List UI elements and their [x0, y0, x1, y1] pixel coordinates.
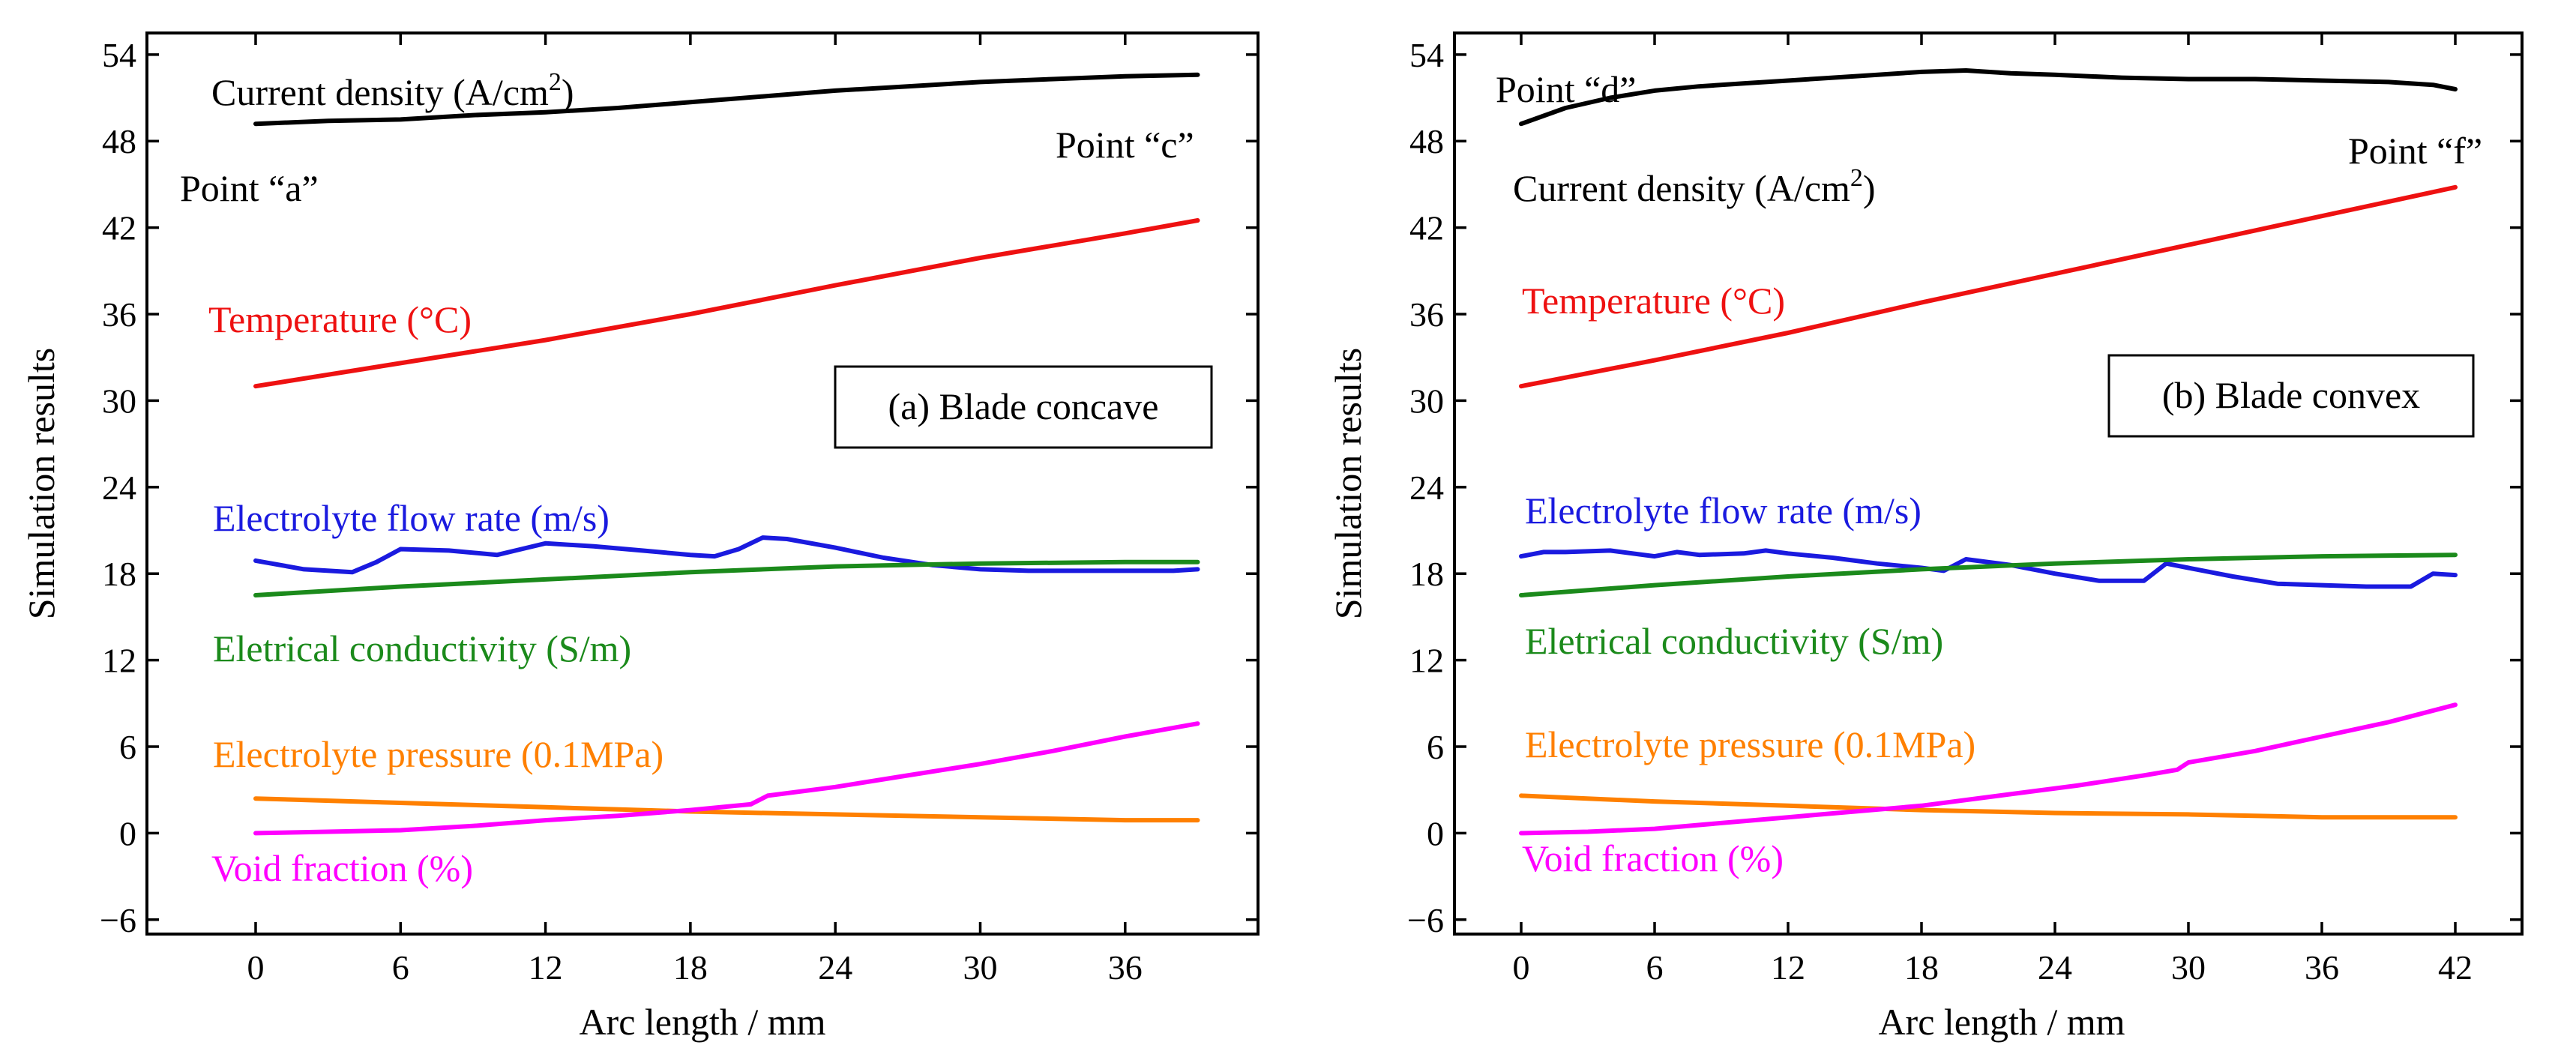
panel-b-flow-rate-label: Electrolyte flow rate (m/s) [1525, 490, 1922, 532]
panel-a-point-start-label: Point “a” [180, 167, 319, 209]
panel-a-y-axis-label: Simulation results [20, 348, 62, 620]
panel-b-void-fraction-label: Void fraction (%) [1522, 837, 1784, 879]
panel-a-series [253, 72, 1200, 836]
panel-a-y-tick-label: −6 [100, 901, 136, 939]
panel-b-x-ticks: 0 6 12 18 24 30 36 42 [1513, 33, 2473, 987]
panel-b-frame [1453, 31, 2524, 936]
panel-b-x-tick-label: 42 [2438, 948, 2473, 987]
panel-b-y-tick-label: 48 [1409, 122, 1444, 160]
panel-b-y-tick-label: 42 [1409, 209, 1444, 247]
panel-a-series-temperature-line [253, 218, 1200, 389]
panel-a-x-tick-label: 36 [1108, 948, 1143, 987]
panel-b-x-tick-label: 6 [1646, 948, 1664, 987]
panel-b-pressure-label: Electrolyte pressure (0.1MPa) [1525, 723, 1975, 765]
panel-b-series-conductivity-line [1519, 552, 2458, 597]
panel-b-x-tick-label: 12 [1771, 948, 1805, 987]
panel-b-point-start-label: Point “d” [1496, 68, 1636, 110]
panel-b-x-tick-label: 0 [1513, 948, 1530, 987]
panel-a-void-fraction-label: Void fraction (%) [211, 847, 473, 889]
panel-b-temperature-label: Temperature (°C) [1522, 280, 1785, 322]
panel-b-y-tick-label: 6 [1427, 728, 1444, 766]
panel-a-y-tick-label: 42 [102, 209, 136, 247]
panel-b-y-axis-label: Simulation results [1327, 348, 1369, 620]
panel-a-y-tick-label: 0 [119, 814, 136, 852]
panel-b-x-tick-label: 24 [2038, 948, 2072, 987]
panel-a-y-tick-label: 48 [102, 122, 136, 160]
panel-a-x-tick-label: 18 [673, 948, 708, 987]
panel-b-y-tick-label: 54 [1409, 36, 1444, 74]
panel-a-x-tick-label: 12 [529, 948, 563, 987]
panel-b-y-tick-label: 12 [1409, 642, 1444, 680]
panel-b-x-tick-label: 30 [2171, 948, 2206, 987]
panel-a-current-density-sup: 2 [549, 68, 562, 96]
panel-a-series-void-line [253, 721, 1200, 836]
panel-b-x-axis-label: Arc length / mm [1878, 1001, 2125, 1043]
panel-a-y-tick-label: 12 [102, 642, 136, 680]
panel-b-y-tick-label: 36 [1409, 295, 1444, 334]
panel-b-title: (b) Blade convex [2162, 374, 2420, 416]
panel-b-y-tick-label: 18 [1409, 555, 1444, 593]
panel-a-current-density-close: ) [562, 71, 574, 113]
panel-b-x-tick-label: 18 [1904, 948, 1939, 987]
panel-b-y-tick-label: 0 [1427, 814, 1444, 852]
panel-a-x-tick-label: 30 [963, 948, 998, 987]
panel-b-y-tick-label: −6 [1407, 901, 1444, 939]
panel-a-conductivity-label: Eletrical conductivity (S/m) [213, 627, 631, 669]
panel-b-y-ticks: −6 0 6 12 18 24 30 36 42 48 54 [1407, 36, 2522, 939]
panel-a: 0 6 12 18 24 30 36 −6 0 6 12 18 24 30 36 42 48 54 Arc le… [20, 31, 1260, 1043]
panel-b-point-end-label: Point “f” [2348, 130, 2482, 172]
panel-a-series-conductivity-line [253, 559, 1200, 597]
panel-a-y-ticks: −6 0 6 12 18 24 30 36 42 48 54 [100, 36, 1258, 939]
panel-a-x-axis-label: Arc length / mm [579, 1001, 825, 1043]
panel-a-flow-rate-label: Electrolyte flow rate (m/s) [213, 497, 610, 539]
panel-a-temperature-label: Temperature (°C) [208, 298, 472, 340]
panel-b-y-tick-label: 30 [1409, 382, 1444, 420]
panel-b-series-temperature-line [1519, 184, 2458, 389]
panel-a-x-tick-label: 24 [818, 948, 852, 987]
panel-a-series-current-line [253, 72, 1200, 127]
panel-a-y-tick-label: 6 [119, 728, 136, 766]
panel-b-conductivity-label: Eletrical conductivity (S/m) [1525, 620, 1943, 662]
panel-a-series-flow-line [253, 535, 1200, 575]
panel-a-pressure-label: Electrolyte pressure (0.1MPa) [213, 733, 663, 775]
panel-a-y-tick-label: 18 [102, 555, 136, 593]
panel-b-y-tick-label: 24 [1409, 469, 1444, 507]
panel-a-point-end-label: Point “c” [1056, 124, 1194, 166]
panel-a-y-tick-label: 36 [102, 295, 136, 334]
panel-b-title-box: (b) Blade convex [2107, 354, 2475, 438]
panel-a-x-tick-label: 6 [392, 948, 409, 987]
panel-b-current-density-label: Current density (A/cm2) [1513, 164, 1876, 209]
panel-b-series-void-line [1519, 702, 2458, 836]
panel-b-series-pressure-line [1519, 793, 2458, 820]
panel-a-current-density-label: Current density (A/cm2) [211, 68, 574, 113]
panel-b-current-density-sup: 2 [1850, 164, 1863, 192]
panel-a-title-box: (a) Blade concave [834, 365, 1213, 449]
panel-a-y-tick-label: 24 [102, 469, 136, 507]
panel-a-y-tick-label: 30 [102, 382, 136, 420]
panel-a-y-tick-label: 54 [102, 36, 136, 74]
panel-b-x-tick-label: 36 [2305, 948, 2339, 987]
panel-a-title-frame [834, 365, 1213, 449]
panel-b-series-flow-line [1519, 548, 2458, 589]
panel-a-series-pressure-line [253, 796, 1200, 823]
panel-b-current-density-text: Current density (A/cm [1513, 167, 1850, 209]
panel-b-series [1519, 68, 2458, 836]
panel-b-title-frame [2107, 354, 2475, 438]
panel-a-x-tick-label: 0 [247, 948, 264, 987]
panel-a-title: (a) Blade concave [888, 385, 1159, 427]
panel-b-current-density-close: ) [1863, 167, 1876, 209]
panel-b-series-current-line [1519, 68, 2458, 127]
panel-b: 0 6 12 18 24 30 36 42 −6 0 6 12 18 24 30 36 42 48 54 Arc … [1327, 31, 2524, 1043]
panel-a-current-density-text: Current density (A/cm [211, 71, 549, 113]
panel-a-x-ticks: 0 6 12 18 24 30 36 [247, 33, 1143, 987]
panel-a-frame [145, 31, 1260, 936]
